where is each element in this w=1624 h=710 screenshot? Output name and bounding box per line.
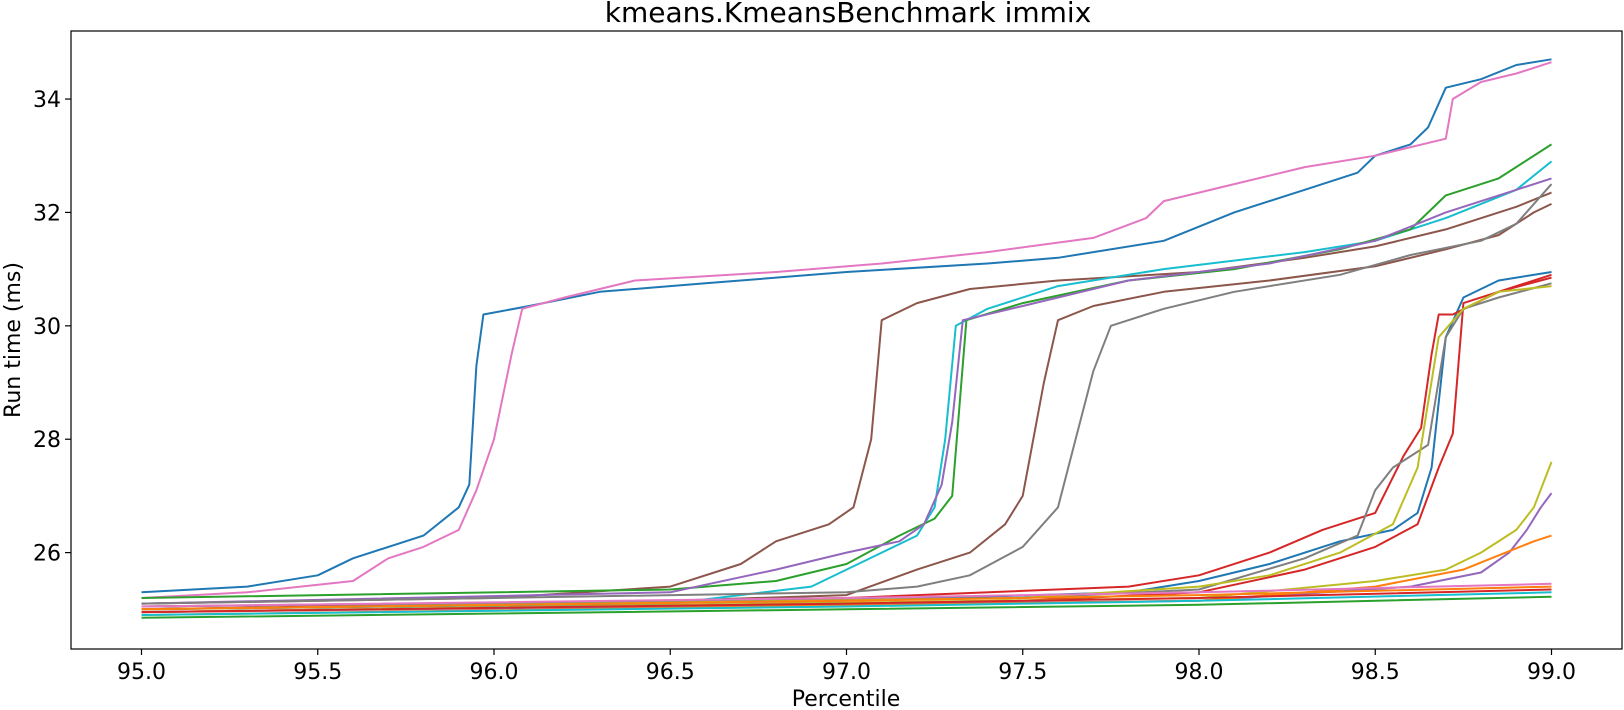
series-line-2 xyxy=(141,61,1552,599)
series-line-7 xyxy=(141,177,1552,605)
series-line-11 xyxy=(141,276,1552,614)
series-line-4 xyxy=(141,202,1552,608)
series-line-17 xyxy=(141,582,1552,608)
plot-area xyxy=(70,30,1623,650)
series-line-8 xyxy=(141,183,1553,605)
x-tick-label: 98.5 xyxy=(1351,660,1400,685)
x-tick-label: 95.5 xyxy=(293,660,342,685)
series-line-1 xyxy=(141,58,1552,594)
x-tick-label: 96.5 xyxy=(646,660,695,685)
chart-title: kmeans.KmeansBenchmark immix xyxy=(605,0,1092,29)
y-axis-label: Run time (ms) xyxy=(1,262,26,418)
y-tick-label: 34 xyxy=(33,88,61,113)
series-line-13 xyxy=(141,285,1552,611)
x-tick-label: 98.0 xyxy=(1175,660,1224,685)
x-tick-label: 95.0 xyxy=(117,660,166,685)
y-axis-ticks: 26 28 30 32 34 xyxy=(33,88,71,567)
series-line-10 xyxy=(141,273,1552,611)
series-layer xyxy=(141,58,1553,619)
y-tick-label: 28 xyxy=(33,428,61,453)
series-line-19 xyxy=(141,588,1552,614)
series-line-21 xyxy=(141,595,1552,619)
y-tick-label: 30 xyxy=(33,315,61,340)
y-tick-label: 26 xyxy=(33,542,61,567)
series-line-18 xyxy=(141,585,1552,611)
y-tick-label: 32 xyxy=(33,201,61,226)
x-axis-ticks: 95.0 95.5 96.0 96.5 97.0 97.5 98.0 98.5 99.0 xyxy=(117,649,1576,685)
series-line-6 xyxy=(141,143,1553,599)
x-tick-label: 99.0 xyxy=(1527,660,1576,685)
series-line-20 xyxy=(141,591,1552,616)
series-line-3 xyxy=(141,191,1552,605)
x-axis-label: Percentile xyxy=(792,687,901,710)
x-tick-label: 96.0 xyxy=(470,660,519,685)
x-tick-label: 97.5 xyxy=(998,660,1047,685)
x-tick-label: 97.0 xyxy=(822,660,871,685)
